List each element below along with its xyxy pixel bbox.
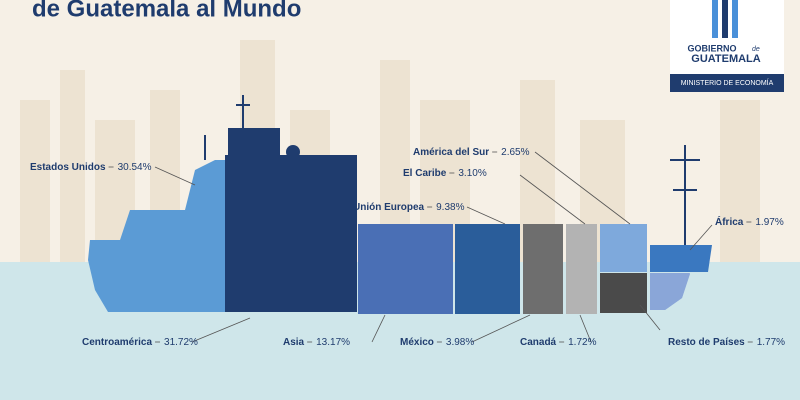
flag-stripe: [722, 0, 728, 38]
leader-line: [191, 317, 251, 343]
segment: [600, 273, 647, 313]
value-label: 1.72%: [568, 337, 596, 348]
leader-line: [466, 206, 506, 225]
segment: [650, 245, 712, 272]
segment: [600, 224, 647, 272]
value-label: 9.38%: [436, 202, 464, 213]
value-label: 1.97%: [755, 217, 783, 228]
ministry-bar: [670, 74, 784, 92]
segment: [650, 274, 690, 310]
segment: [455, 224, 520, 314]
leader-line: [519, 174, 586, 225]
title: de Guatemala al Mundo: [32, 0, 301, 22]
category-label: África: [715, 215, 744, 228]
logo-line2: GUATEMALA: [691, 53, 761, 65]
segment-label: Centroamérica 31.72%: [82, 337, 198, 348]
segment: [523, 224, 563, 314]
category-label: México: [400, 337, 434, 348]
value-label: 30.54%: [118, 162, 152, 173]
category-label: Unión Europea: [353, 202, 425, 213]
segment-label: Unión Europea 9.38%: [353, 202, 465, 213]
value-label: 2.65%: [501, 147, 529, 158]
leader-line: [371, 314, 386, 343]
segment: [225, 128, 357, 312]
flag-stripe: [712, 0, 718, 38]
value-label: 3.10%: [458, 168, 486, 179]
logo-line1: GOBIERNO: [687, 43, 736, 53]
value-label: 3.98%: [446, 337, 474, 348]
leader-line: [154, 166, 196, 186]
segment-label: Resto de Países 1.77%: [668, 337, 785, 348]
logo: GOBIERNO de GUATEMALA MINISTERIO DE ECON…: [670, 0, 784, 92]
segment: [88, 160, 225, 312]
segment: [358, 224, 453, 314]
masts: [204, 95, 700, 245]
category-label: América del Sur: [413, 147, 489, 158]
category-label: Asia: [283, 337, 305, 348]
segment: [566, 224, 597, 314]
leader-line: [689, 224, 713, 251]
category-label: Resto de Países: [668, 337, 745, 348]
category-label: Centroamérica: [82, 337, 152, 348]
category-label: Estados Unidos: [30, 162, 106, 173]
segment-label: Asia 13.17%: [283, 337, 350, 348]
leader-line: [579, 314, 592, 343]
value-label: 1.77%: [757, 337, 785, 348]
leader-line: [534, 151, 631, 225]
leader-line: [471, 314, 531, 343]
category-label: El Caribe: [403, 168, 447, 179]
value-label: 13.17%: [316, 337, 350, 348]
logo-de: de: [752, 46, 760, 53]
ministry: MINISTERIO DE ECONOMÍA: [681, 78, 774, 87]
category-label: Canadá: [520, 337, 557, 348]
segment-label: Canadá 1.72%: [520, 337, 597, 348]
segment-label: Estados Unidos 30.54%: [30, 162, 152, 173]
leader-line: [639, 304, 661, 331]
segment-label: El Caribe 3.10%: [403, 168, 487, 179]
segment-label: México 3.98%: [400, 337, 474, 348]
segment-label: África 1.97%: [715, 215, 784, 228]
flag-stripe: [732, 0, 738, 38]
segment-label: América del Sur 2.65%: [413, 147, 530, 158]
value-label: 31.72%: [164, 337, 198, 348]
